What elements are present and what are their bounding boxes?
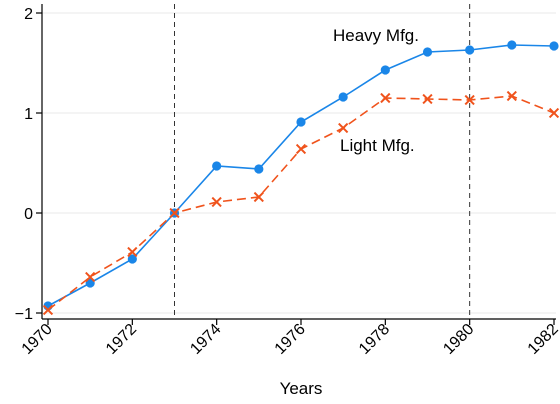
- data-point: [212, 161, 222, 171]
- data-point: [127, 246, 138, 258]
- y-tick-label: −1: [15, 306, 33, 323]
- x-tick-label: 1980: [440, 321, 477, 358]
- axes: [41, 4, 556, 320]
- x-tick-label: 1976: [272, 321, 309, 358]
- series-light-mfg: [42, 90, 560, 316]
- series-label-light: Light Mfg.: [340, 136, 415, 155]
- y-axis-ticks: −1 0 1 2: [15, 6, 42, 323]
- x-tick-label: 1982: [525, 321, 560, 358]
- data-point: [338, 92, 348, 102]
- data-point: [422, 47, 433, 57]
- x-tick-label: 1978: [356, 321, 393, 358]
- series-line: [47, 95, 555, 311]
- x-tick-label: 1970: [19, 321, 56, 358]
- reference-lines: [174, 4, 471, 319]
- data-point: [295, 143, 307, 155]
- x-axis-ticks: 1970 1972 1974 1976 1978 1980 1982: [19, 319, 560, 358]
- data-point: [42, 304, 54, 316]
- data-point: [296, 117, 306, 127]
- gridlines: [42, 12, 556, 314]
- y-tick-label: 1: [24, 106, 33, 123]
- data-point: [127, 254, 137, 264]
- series-heavy-mfg: [43, 40, 559, 311]
- series-label-heavy: Heavy Mfg.: [333, 26, 419, 45]
- data-point: [507, 40, 517, 50]
- data-point: [380, 65, 390, 75]
- data-point: [211, 196, 222, 208]
- x-tick-label: 1974: [187, 321, 224, 358]
- series-line: [47, 44, 555, 307]
- x-axis-title: Years: [280, 379, 323, 398]
- y-tick-label: 2: [24, 6, 33, 23]
- series: [42, 40, 560, 316]
- y-tick-label: 0: [24, 206, 33, 223]
- data-point: [549, 41, 559, 51]
- data-point: [169, 207, 180, 219]
- data-point: [506, 90, 517, 102]
- data-point: [253, 191, 264, 203]
- data-point: [380, 92, 391, 104]
- data-point: [464, 94, 475, 106]
- data-point: [338, 122, 349, 134]
- x-tick-label: 1972: [103, 321, 140, 358]
- data-point: [85, 271, 96, 283]
- data-point: [465, 45, 475, 55]
- data-point: [422, 93, 433, 105]
- data-point: [254, 164, 264, 174]
- data-point: [548, 107, 560, 119]
